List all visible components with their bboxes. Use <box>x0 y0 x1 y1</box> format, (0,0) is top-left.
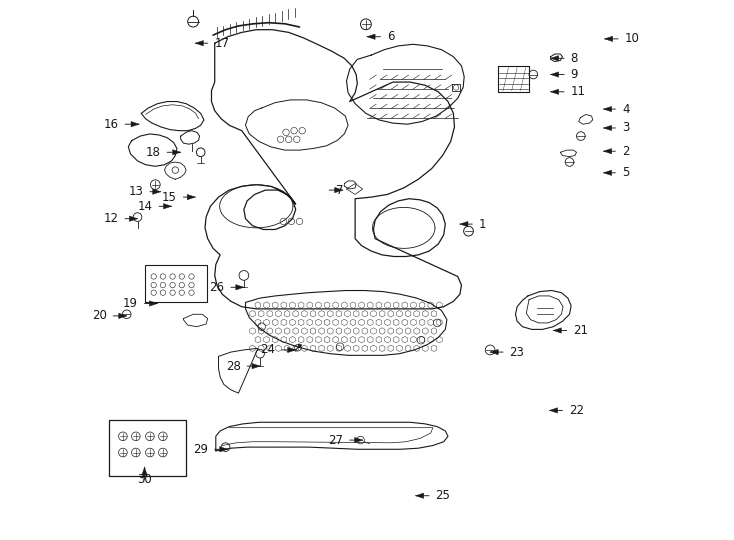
Text: 22: 22 <box>569 404 584 417</box>
Polygon shape <box>153 189 161 194</box>
Text: 5: 5 <box>622 166 629 179</box>
Text: 6: 6 <box>387 30 394 43</box>
Text: 13: 13 <box>128 185 143 198</box>
Polygon shape <box>164 204 172 209</box>
Text: 4: 4 <box>622 103 629 116</box>
Text: 30: 30 <box>137 473 152 486</box>
Polygon shape <box>605 36 613 42</box>
Text: 25: 25 <box>435 489 451 502</box>
Text: 15: 15 <box>162 191 177 204</box>
Text: 19: 19 <box>123 297 138 310</box>
Text: 14: 14 <box>137 200 153 213</box>
Text: 17: 17 <box>214 37 229 50</box>
Polygon shape <box>603 125 611 131</box>
Text: 10: 10 <box>625 32 639 45</box>
Text: 20: 20 <box>92 309 106 322</box>
Polygon shape <box>187 194 195 200</box>
Polygon shape <box>550 89 559 94</box>
Text: 18: 18 <box>146 146 161 159</box>
Text: 29: 29 <box>193 443 208 456</box>
Polygon shape <box>236 285 244 290</box>
Polygon shape <box>603 148 611 154</box>
Polygon shape <box>415 493 424 498</box>
Polygon shape <box>553 328 562 333</box>
Polygon shape <box>142 467 148 475</box>
Text: 12: 12 <box>103 212 119 225</box>
Polygon shape <box>129 216 137 221</box>
Bar <box>145 265 206 302</box>
Polygon shape <box>603 106 611 112</box>
Text: 9: 9 <box>570 68 578 81</box>
Polygon shape <box>367 34 375 39</box>
Polygon shape <box>195 40 203 46</box>
Text: 21: 21 <box>573 324 588 337</box>
Polygon shape <box>219 447 228 452</box>
Polygon shape <box>172 150 181 155</box>
Text: 3: 3 <box>622 122 629 134</box>
Polygon shape <box>288 347 296 353</box>
Polygon shape <box>550 56 559 61</box>
Text: 1: 1 <box>479 218 487 231</box>
Text: 26: 26 <box>209 281 225 294</box>
Text: 8: 8 <box>570 52 578 65</box>
Polygon shape <box>490 349 498 355</box>
Text: 23: 23 <box>509 346 524 359</box>
Text: 27: 27 <box>328 434 344 447</box>
Polygon shape <box>335 187 343 193</box>
Text: 7: 7 <box>335 184 344 197</box>
Polygon shape <box>119 313 127 319</box>
Polygon shape <box>355 437 363 443</box>
Text: 24: 24 <box>260 343 275 356</box>
Polygon shape <box>550 408 558 413</box>
Polygon shape <box>603 170 611 176</box>
Text: 16: 16 <box>103 118 119 131</box>
Polygon shape <box>252 363 260 369</box>
Text: 2: 2 <box>622 145 629 158</box>
Polygon shape <box>460 221 468 227</box>
Text: 28: 28 <box>226 360 241 373</box>
Bar <box>109 420 186 476</box>
Polygon shape <box>131 122 139 127</box>
Text: 11: 11 <box>570 85 586 98</box>
Polygon shape <box>150 301 158 306</box>
Polygon shape <box>550 72 559 77</box>
